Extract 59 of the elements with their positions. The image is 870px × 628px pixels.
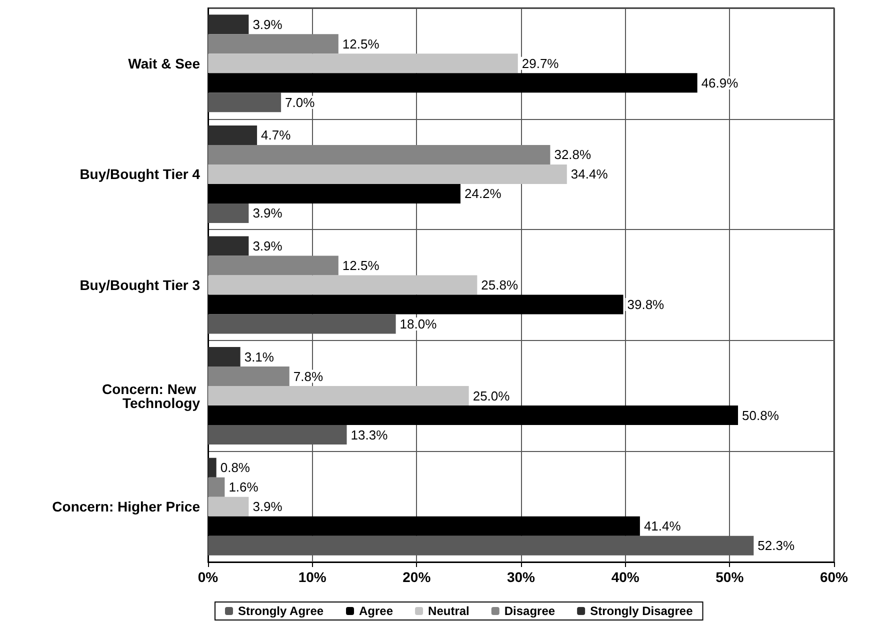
x-tick-label: 30% [506, 569, 536, 585]
data-label: 0.8% [220, 460, 250, 476]
data-label: 24.2% [464, 186, 502, 202]
legend-label: Strongly Agree [238, 604, 324, 618]
data-label: 3.9% [252, 499, 283, 514]
data-label: 12.5% [342, 258, 380, 273]
legend-label: Strongly Disagree [590, 604, 694, 618]
bar [208, 256, 338, 276]
data-label: 3.9% [252, 238, 283, 254]
y-tick-label: Buy/Bought Tier 4 [80, 166, 200, 182]
x-tick-label: 40% [611, 569, 640, 585]
data-label: 50.8% [742, 408, 780, 423]
bar [208, 386, 469, 406]
bar [208, 92, 282, 112]
data-label: 41.4% [644, 518, 682, 534]
data-label: 32.8% [554, 147, 592, 162]
legend-label: Agree [359, 604, 394, 618]
data-label: 39.8% [627, 297, 665, 312]
y-tick-label: Wait & See [128, 55, 200, 72]
bar [208, 164, 567, 184]
bar [208, 236, 249, 256]
data-label: 46.9% [701, 75, 739, 90]
bar [208, 125, 258, 145]
data-label: 3.9% [252, 206, 283, 221]
data-label: 4.7% [261, 128, 292, 143]
bar [208, 34, 338, 54]
data-label: 3.9% [252, 16, 283, 32]
data-label: 12.5% [342, 36, 380, 52]
x-tick-label: 50% [716, 569, 744, 585]
data-label: 7.8% [293, 368, 324, 384]
data-label: 7.0% [285, 94, 316, 110]
y-tick-label: Concern: Higher Price [52, 498, 200, 515]
x-tick-label: 20% [402, 569, 432, 585]
data-label: 13.3% [350, 427, 388, 442]
data-label: 18.0% [400, 316, 438, 332]
bar [208, 54, 518, 74]
legend-label: Disagree [504, 604, 556, 618]
data-label: 25.0% [472, 388, 510, 404]
data-label: 29.7% [522, 56, 560, 71]
data-label: 3.1% [244, 349, 274, 364]
data-label: 34.4% [570, 166, 608, 182]
data-label: 1.6% [228, 480, 259, 495]
x-tick-label: 10% [298, 569, 327, 585]
bar [208, 14, 249, 34]
bar [208, 366, 290, 386]
bar [208, 275, 478, 295]
bar [208, 144, 550, 164]
bar [208, 496, 249, 516]
y-tick-label: Concern: New Technology [102, 380, 200, 411]
data-label: 52.3% [758, 538, 795, 554]
bar [208, 203, 249, 223]
x-tick-label: 60% [820, 569, 849, 585]
data-label: 25.8% [481, 278, 518, 292]
bar [208, 458, 216, 478]
y-tick-label: Buy/Bought Tier 3 [80, 277, 200, 293]
bar [208, 477, 225, 497]
x-tick-label: 0% [198, 569, 219, 585]
bar [208, 347, 240, 367]
legend-label: Neutral [428, 604, 470, 618]
